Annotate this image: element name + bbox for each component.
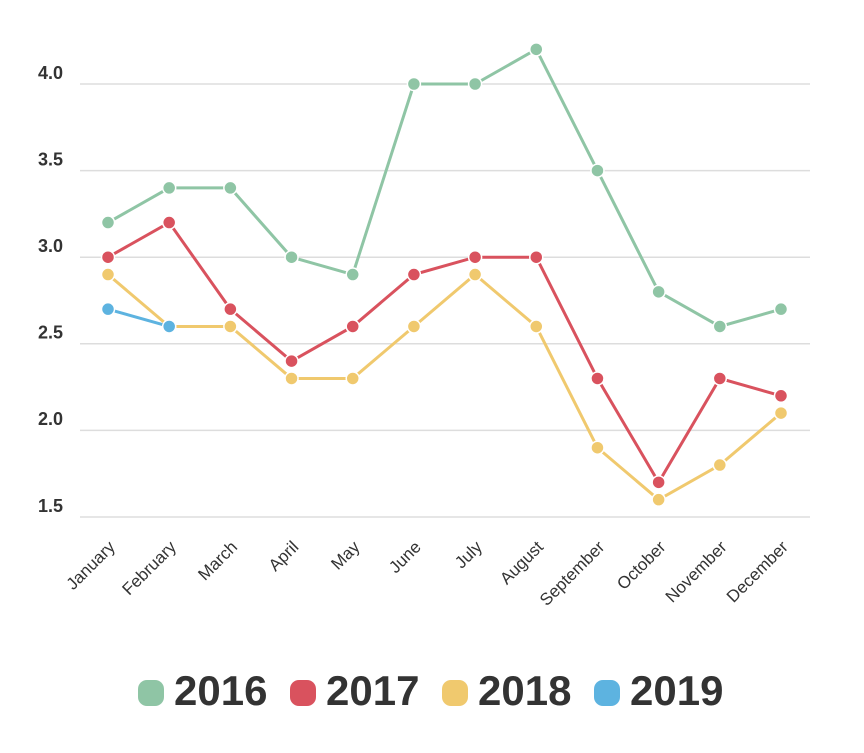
y-tick-label: 3.0	[38, 236, 63, 256]
legend-label: 2017	[326, 667, 419, 714]
series-line	[107, 307, 170, 328]
data-point	[773, 388, 789, 404]
data-point	[773, 405, 789, 421]
legend-label: 2016	[174, 667, 267, 714]
data-point	[467, 267, 483, 282]
data-point	[223, 301, 238, 317]
data-point	[161, 180, 177, 196]
data-point	[651, 284, 666, 300]
data-point	[223, 319, 238, 334]
data-point	[406, 267, 422, 282]
data-point	[590, 371, 605, 386]
x-tick-label: July	[451, 537, 486, 572]
data-point	[651, 492, 666, 507]
data-point	[284, 353, 299, 369]
data-point	[345, 267, 360, 282]
data-point	[100, 267, 116, 282]
y-tick-label: 3.5	[38, 149, 63, 169]
data-point	[284, 249, 299, 265]
y-tick-label: 4.0	[38, 63, 63, 83]
series-line	[107, 272, 782, 502]
data-point	[100, 301, 116, 317]
x-tick-label: June	[385, 537, 425, 577]
data-point	[529, 249, 544, 265]
y-tick-label: 2.0	[38, 409, 63, 429]
data-point	[100, 249, 116, 265]
y-tick-label: 1.5	[38, 496, 63, 516]
data-point	[712, 319, 728, 334]
data-point	[590, 163, 605, 178]
x-tick-label: February	[118, 537, 180, 599]
data-point	[406, 319, 422, 334]
data-point	[223, 180, 238, 196]
data-point	[284, 371, 299, 386]
x-tick-label: August	[496, 537, 547, 588]
data-point	[161, 319, 177, 334]
x-tick-label: October	[613, 537, 669, 593]
legend-marker	[594, 680, 620, 706]
legend-marker	[290, 680, 316, 706]
data-point	[651, 475, 666, 490]
data-point	[406, 76, 422, 92]
x-tick-label: May	[327, 537, 363, 573]
data-point	[712, 371, 728, 386]
legend: 2016 2017 2018 2019	[138, 667, 723, 714]
data-point	[712, 457, 728, 473]
data-point	[467, 249, 483, 265]
legend-marker	[138, 680, 164, 706]
x-tick-label: April	[265, 537, 302, 574]
data-point	[467, 76, 483, 92]
data-point	[100, 215, 116, 230]
y-tick-label: 2.5	[38, 323, 63, 343]
data-point	[529, 42, 544, 57]
legend-label: 2018	[478, 667, 571, 714]
legend-label: 2019	[630, 667, 723, 714]
data-point	[773, 301, 789, 317]
x-tick-label: January	[63, 537, 120, 594]
data-point	[345, 371, 360, 386]
data-point	[161, 215, 177, 230]
data-point	[590, 440, 605, 455]
data-point	[345, 319, 360, 334]
series-line	[107, 220, 782, 486]
data-point	[529, 319, 544, 334]
x-tick-label: March	[194, 537, 241, 584]
x-tick-label: December	[723, 537, 792, 606]
x-tick-label: November	[662, 537, 731, 606]
legend-marker	[442, 680, 468, 706]
series-line	[107, 47, 782, 329]
x-tick-label: September	[536, 537, 608, 609]
